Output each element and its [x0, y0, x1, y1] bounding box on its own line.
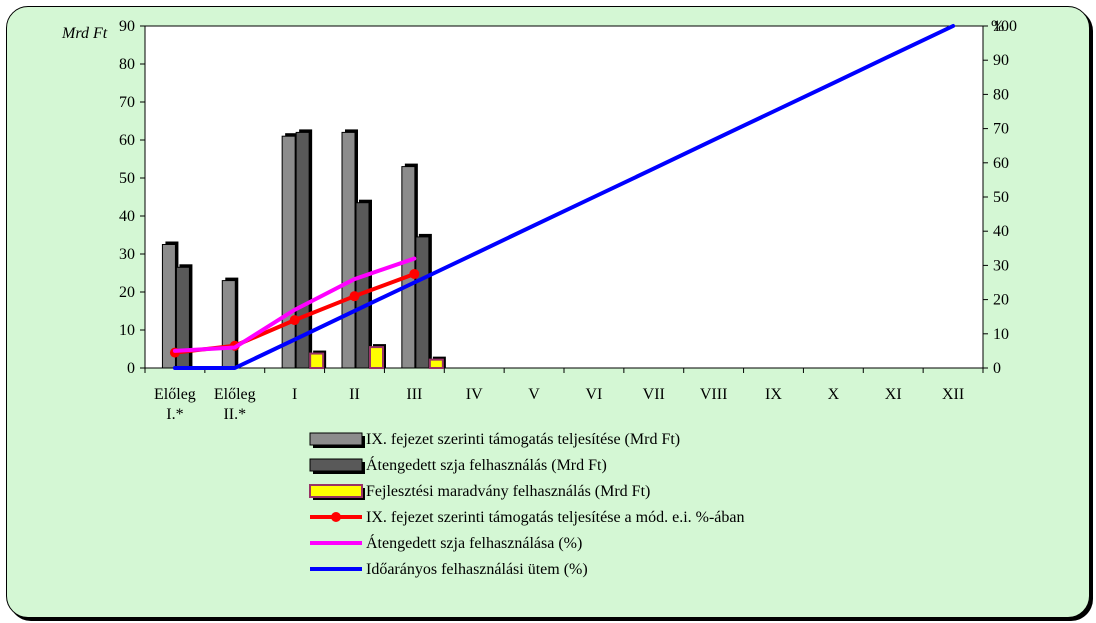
- series-line: [172, 24, 956, 370]
- x-tick-label: XII: [942, 386, 964, 403]
- y-left-tick-label: 0: [127, 360, 135, 377]
- y-right-tick-label: 10: [993, 326, 1009, 343]
- y-left-tick-label: 10: [119, 322, 135, 339]
- bar: [161, 244, 176, 369]
- y-left-tick-label: 30: [119, 246, 135, 263]
- x-tick-label: Előleg: [154, 386, 196, 403]
- series-point: [409, 268, 420, 279]
- x-tick-label: IX: [765, 386, 782, 403]
- y-right-tick-label: 0: [993, 360, 1001, 377]
- y-left-tick-label: 70: [119, 94, 135, 111]
- legend-swatch: [309, 484, 363, 498]
- x-tick-label: I.*: [166, 406, 183, 423]
- x-tick-label: VI: [585, 386, 602, 403]
- x-tick-label: I: [292, 386, 297, 403]
- x-tick-label: II.*: [223, 406, 246, 423]
- y-right-tick-label: 100: [993, 18, 1017, 35]
- bar: [309, 352, 325, 369]
- series-point: [289, 315, 300, 326]
- x-tick-label: VIII: [700, 386, 728, 403]
- x-tick-label: IV: [466, 386, 483, 403]
- x-tick-label: X: [828, 386, 840, 403]
- y-left-tick-label: 50: [119, 170, 135, 187]
- y-left-tick-label: 40: [119, 208, 135, 225]
- y-left-tick-label: 80: [119, 56, 135, 73]
- x-tick-label: Előleg: [214, 386, 256, 403]
- bar: [428, 358, 444, 370]
- bar: [281, 135, 296, 369]
- x-tick-label: VII: [643, 386, 665, 403]
- y-right-tick-label: 80: [993, 86, 1009, 103]
- axes: 0 10 20 30 40 50 60 70 80 90 Mrd Ft 0 10 20 30 40 50 60 70…: [61, 18, 1017, 423]
- y-right-tick-label: 50: [993, 189, 1009, 206]
- legend-label: Átengedett szja felhasználás (Mrd Ft): [366, 455, 607, 474]
- bar: [341, 131, 356, 369]
- bar: [355, 202, 370, 369]
- bar: [369, 346, 384, 370]
- y-right-tick-label: 40: [993, 223, 1009, 240]
- legend: IX. fejezet szerinti támogatás teljesíté…: [309, 431, 745, 578]
- legend-swatch: [309, 432, 363, 446]
- legend-label: Átengedett szja felhasználása (%): [366, 533, 582, 552]
- x-tick-label: V: [528, 386, 540, 403]
- legend-label: Fejlesztési maradvány felhasználás (Mrd …: [366, 483, 650, 500]
- series-line: [172, 256, 417, 353]
- legend-swatch: [309, 458, 363, 472]
- y-right-tick-label: 90: [993, 52, 1009, 69]
- y-right-tick-label: 30: [993, 257, 1009, 274]
- x-tick-label: II: [349, 386, 360, 403]
- y-right-tick-label: 60: [993, 155, 1009, 172]
- y-left-unit-label: Mrd Ft: [61, 25, 108, 42]
- bar: [401, 166, 416, 369]
- bar: [415, 236, 430, 369]
- plot-area: [144, 25, 984, 369]
- bar: [221, 280, 236, 369]
- plot-background: [144, 25, 984, 369]
- legend-label: Időarányos felhasználási ütem (%): [366, 561, 588, 578]
- y-right-tick-label: 70: [993, 121, 1009, 138]
- legend-marker: [331, 512, 341, 522]
- series-point: [349, 291, 360, 302]
- x-tick-label: III: [406, 386, 422, 403]
- legend-label: IX. fejezet szerinti támogatás teljesíté…: [366, 431, 680, 448]
- bars: [161, 129, 446, 370]
- legend-label: IX. fejezet szerinti támogatás teljesíté…: [366, 509, 745, 526]
- y-left-tick-label: 20: [119, 284, 135, 301]
- y-left-tick-label: 90: [119, 18, 135, 35]
- x-tick-label: XI: [885, 386, 902, 403]
- y-right-unit-label: %: [991, 18, 1004, 35]
- y-right-tick-label: 20: [993, 292, 1009, 309]
- lines: [169, 24, 956, 370]
- y-left-tick-label: 60: [119, 132, 135, 149]
